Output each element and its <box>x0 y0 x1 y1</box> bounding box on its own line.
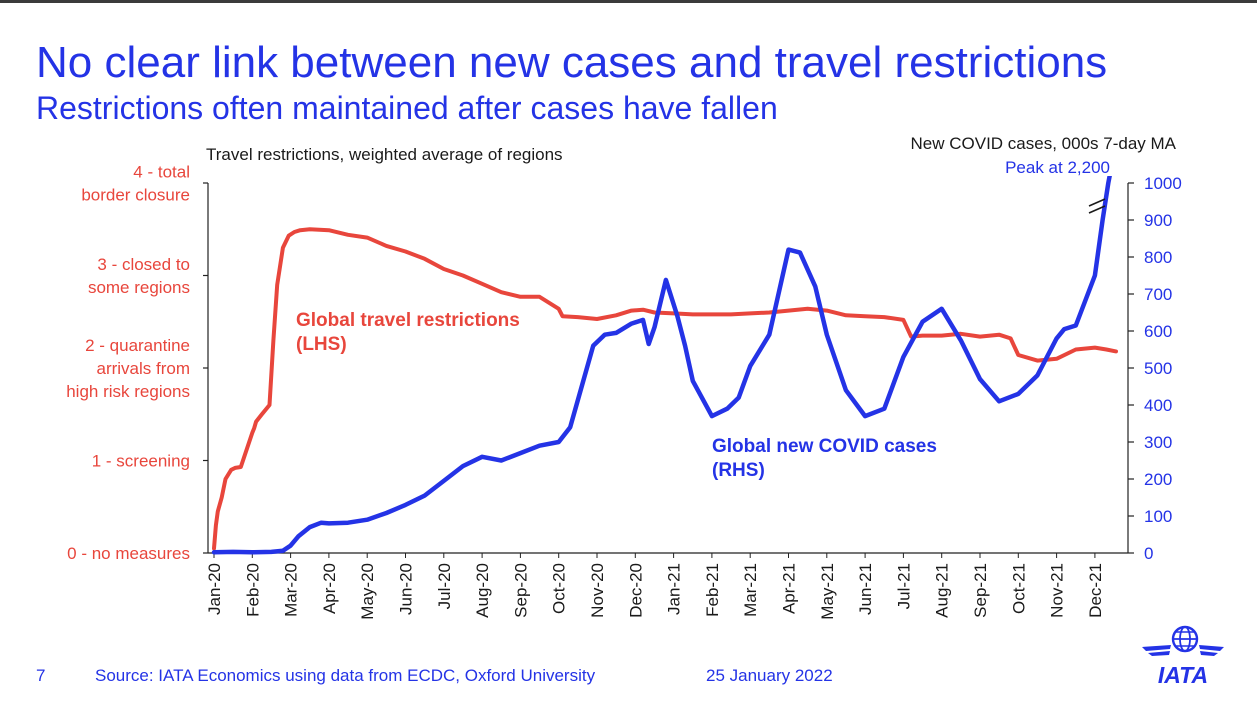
x-tick-label: Oct-20 <box>550 563 569 614</box>
top-rule <box>0 0 1257 3</box>
x-axis: Jan-20 Feb-20 Mar-20 Apr-20 May-20 Jun-20 Jul-… <box>205 552 1128 620</box>
x-tick-label: Apr-20 <box>320 563 339 614</box>
x-tick-label: Aug-20 <box>473 563 492 618</box>
x-tick-label: Jul-20 <box>435 563 454 609</box>
lhs-tick-label: 3 - closed to some regions <box>88 255 190 297</box>
axis-break-marker <box>1088 198 1106 214</box>
x-tick-label: Mar-20 <box>282 563 301 617</box>
rhs-tick-label: 800 <box>1144 248 1172 267</box>
cases-line <box>211 176 1112 555</box>
restrictions-line <box>212 227 1118 551</box>
rhs-axis-title: New COVID cases, 000s 7-day MA <box>911 134 1177 153</box>
series-layer <box>211 176 1118 555</box>
x-tick-label: Sep-20 <box>511 563 530 618</box>
x-tick-label: Sep-21 <box>971 563 990 618</box>
rhs-axis: 0 100 200 300 400 500 600 700 800 900 1000 <box>1127 174 1182 563</box>
page-number: 7 <box>36 666 46 685</box>
iata-logo: IATA <box>1142 625 1224 686</box>
lhs-tick-label: 2 - quarantine arrivals from high risk reg… <box>66 336 190 401</box>
x-tick-label: Jan-21 <box>665 563 684 615</box>
peak-note: Peak at 2,200 <box>1005 158 1110 177</box>
series-labels: Global travel restrictions (LHS) Global ne… <box>296 310 937 481</box>
x-tick-label: Dec-20 <box>626 563 645 618</box>
x-tick-label: Aug-21 <box>933 563 952 618</box>
rhs-tick-label: 700 <box>1144 285 1172 304</box>
x-tick-label: May-21 <box>818 563 837 620</box>
rhs-tick-label: 200 <box>1144 470 1172 489</box>
x-tick-label: Feb-20 <box>243 563 262 617</box>
lhs-axis: 0 - no measures 1 - screening 2 - quaranti… <box>66 163 209 563</box>
rhs-tick-label: 600 <box>1144 322 1172 341</box>
slide-title: No clear link between new cases and trav… <box>36 38 1108 87</box>
x-tick-label: Jan-20 <box>205 563 224 615</box>
x-tick-label: May-20 <box>358 563 377 620</box>
rhs-tick-label: 900 <box>1144 211 1172 230</box>
rhs-tick-label: 1000 <box>1144 174 1182 193</box>
rhs-tick-label: 100 <box>1144 507 1172 526</box>
x-tick-label: Jul-21 <box>894 563 913 609</box>
x-tick-label: Jun-21 <box>856 563 875 615</box>
x-tick-label: Oct-21 <box>1009 563 1028 614</box>
x-tick-label: Jun-20 <box>397 563 416 615</box>
x-tick-label: Nov-20 <box>588 563 607 618</box>
lhs-tick-label: 1 - screening <box>92 452 190 471</box>
source-note: Source: IATA Economics using data from E… <box>95 666 596 685</box>
lhs-tick-label: 0 - no measures <box>67 544 190 563</box>
rhs-tick-label: 0 <box>1144 544 1153 563</box>
rhs-tick-label: 500 <box>1144 359 1172 378</box>
x-tick-label: Nov-21 <box>1048 563 1067 618</box>
lhs-tick-label: 4 - total border closure <box>81 163 190 205</box>
cases-series-label: Global new COVID cases (RHS) <box>712 436 937 481</box>
x-tick-label: Dec-21 <box>1086 563 1105 618</box>
rhs-tick-label: 400 <box>1144 396 1172 415</box>
slide-date: 25 January 2022 <box>706 666 833 685</box>
x-tick-label: Mar-21 <box>741 563 760 617</box>
restrictions-series-label: Global travel restrictions (LHS) <box>296 310 520 355</box>
rhs-tick-label: 300 <box>1144 433 1172 452</box>
x-tick-label: Apr-21 <box>780 563 799 614</box>
lhs-axis-title: Travel restrictions, weighted average of… <box>206 145 563 164</box>
slide-subtitle: Restrictions often maintained after case… <box>36 90 778 126</box>
x-tick-label: Feb-21 <box>703 563 722 617</box>
svg-text:IATA: IATA <box>1158 662 1208 686</box>
